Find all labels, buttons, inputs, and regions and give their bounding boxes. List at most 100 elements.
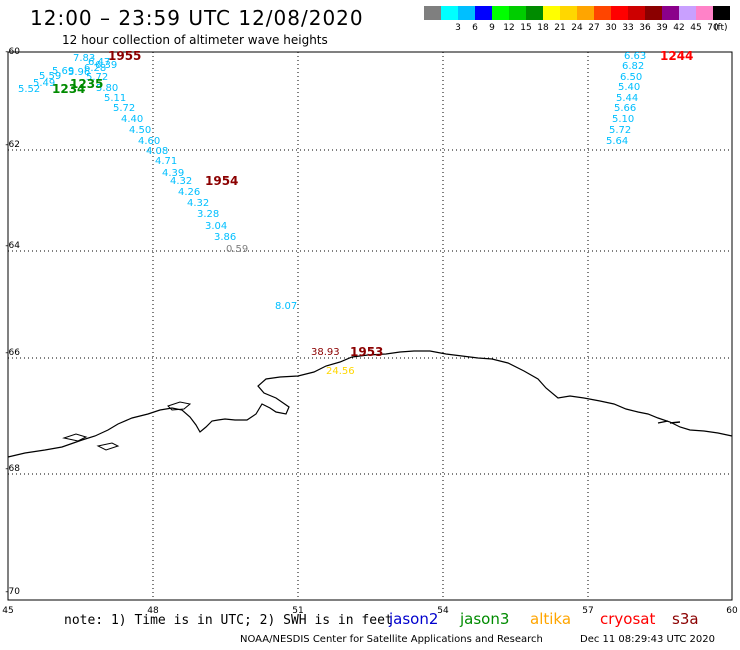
wave-height-value: 6.82 (622, 61, 644, 72)
wave-height-value: 5.44 (616, 93, 638, 104)
legend-swatch (594, 6, 611, 20)
legend-swatch (543, 6, 560, 20)
legend-label: 45 (690, 23, 702, 33)
legend-label: 21 (554, 23, 566, 33)
wave-height-value: 4.26 (178, 187, 200, 198)
map-frame (7, 51, 733, 601)
credit-line: NOAA/NESDIS Center for Satellite Applica… (240, 634, 543, 645)
legend-swatch (424, 6, 441, 20)
lon-tick-label: 57 (582, 606, 593, 616)
wave-height-value: 4.50 (129, 125, 151, 136)
legend-label: 33 (622, 23, 634, 33)
pass-time-label: 1955 (108, 49, 141, 63)
wave-height-value: 3.04 (205, 221, 227, 232)
lat-tick-label: -62 (5, 140, 20, 150)
legend-swatch (696, 6, 713, 20)
wave-height-value: 4.60 (138, 136, 160, 147)
legend-label: 39 (656, 23, 668, 33)
lat-tick-label: -68 (5, 464, 20, 474)
lon-tick-label: 54 (437, 606, 449, 616)
legend-label: 27 (588, 23, 600, 33)
wave-height-value: 0.59 (226, 244, 248, 255)
legend-swatch (560, 6, 577, 20)
legend-label: 30 (605, 23, 617, 33)
wave-height-value: 24.56 (326, 366, 355, 377)
lat-tick-label: -70 (5, 587, 20, 597)
wave-height-value: 5.72 (113, 103, 135, 114)
satellite-name: jason2 (389, 610, 439, 628)
legend-swatch (611, 6, 628, 20)
legend-label: 18 (537, 23, 549, 33)
footnote: note: 1) Time is in UTC; 2) SWH is in fe… (64, 613, 393, 628)
legend-swatch (475, 6, 492, 20)
lat-tick-label: -60 (5, 47, 20, 57)
wave-height-value: 5.96 (68, 67, 90, 78)
wave-height-value: 5.69 (52, 66, 74, 77)
wave-height-value: 6.47 (88, 57, 110, 68)
legend-swatch (458, 6, 475, 20)
lon-tick-label: 45 (2, 606, 13, 616)
wave-height-value: 5.11 (104, 93, 126, 104)
island-outline (167, 401, 192, 411)
lat-tick-label: -64 (5, 241, 20, 251)
map-title: 12:00 – 23:59 UTC 12/08/2020 (30, 6, 364, 30)
legend-label: 70 (707, 23, 719, 33)
legend-label: 3 (455, 23, 461, 33)
wave-height-value: 38.93 (311, 347, 340, 358)
wave-height-value: 3.28 (197, 209, 219, 220)
timestamp: Dec 11 08:29:43 UTC 2020 (580, 634, 715, 645)
wave-height-value: 5.72 (86, 72, 108, 83)
wave-height-value: 5.49 (33, 78, 55, 89)
lon-tick-label: 48 (147, 606, 159, 616)
wave-height-value: 4.71 (155, 156, 177, 167)
island-outline (62, 433, 88, 442)
lon-tick-label: 51 (292, 606, 303, 616)
legend-swatch (645, 6, 662, 20)
legend-swatch (509, 6, 526, 20)
wave-height-value: 8.07 (275, 301, 297, 312)
legend-swatch (526, 6, 543, 20)
map-subtitle: 12 hour collection of altimeter wave hei… (62, 33, 328, 47)
wave-height-value: 4.32 (170, 176, 192, 187)
legend-unit: (ft) (714, 23, 728, 33)
lon-tick-label: 60 (726, 606, 738, 616)
wave-height-value: 4.39 (162, 168, 184, 179)
wave-height-value: 5.10 (612, 114, 634, 125)
pass-time-label: 1954 (205, 174, 238, 188)
wave-height-value: 4.40 (121, 114, 143, 125)
wave-height-value: 5.52 (18, 84, 40, 95)
legend-label: 36 (639, 23, 651, 33)
pass-time-label: 1234 (52, 82, 85, 96)
wave-height-value: 7.83 (73, 53, 95, 64)
wave-height-value: 4.08 (146, 146, 168, 157)
wave-height-value: 4.32 (187, 198, 209, 209)
wave-height-value: 5.66 (614, 103, 636, 114)
wave-height-value: 5.59 (39, 71, 61, 82)
legend-swatch (492, 6, 509, 20)
legend-label: 6 (472, 23, 478, 33)
satellite-name: cryosat (600, 610, 656, 628)
pass-time-label: 1953 (350, 345, 383, 359)
legend-swatch (662, 6, 679, 20)
pass-time-label: 1244 (660, 49, 693, 63)
legend-label: 9 (489, 23, 495, 33)
pass-time-label: 1235 (70, 77, 103, 91)
island-outline (96, 442, 120, 451)
legend-swatch (441, 6, 458, 20)
satellite-name: s3a (672, 610, 699, 628)
ice-shelf-marks (657, 420, 681, 424)
wave-height-value: 5.80 (96, 83, 118, 94)
satellite-name: jason3 (460, 610, 510, 628)
legend-swatch (713, 6, 730, 20)
wave-height-value: 5.64 (606, 136, 628, 147)
coastline (7, 350, 733, 458)
wave-height-value: 6.50 (620, 72, 642, 83)
legend-label: 12 (503, 23, 515, 33)
legend-label: 42 (673, 23, 685, 33)
legend-label: 15 (520, 23, 532, 33)
wave-height-value: 3.86 (214, 232, 236, 243)
satellite-name: altika (530, 610, 572, 628)
legend-label: 24 (571, 23, 583, 33)
lat-tick-label: -66 (5, 348, 20, 358)
